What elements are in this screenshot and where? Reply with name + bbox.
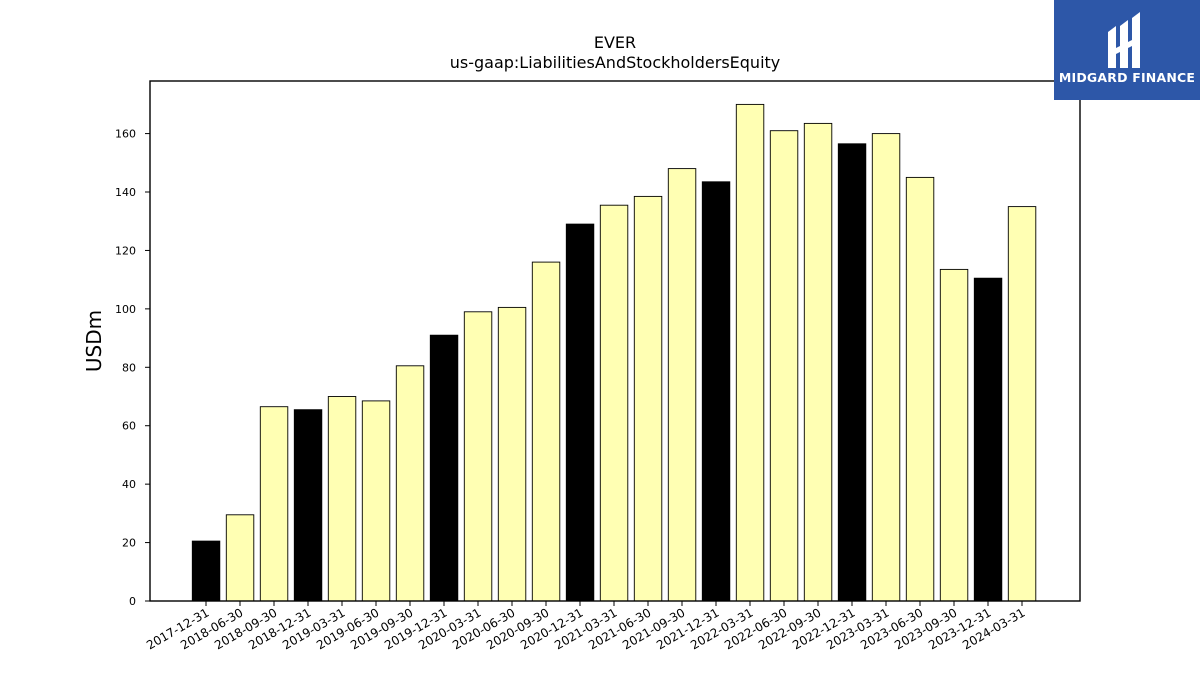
y-tick-label: 60 bbox=[122, 420, 136, 433]
bars-group bbox=[191, 103, 1037, 602]
bar-2022-06-30 bbox=[769, 130, 799, 602]
bar-2021-12-31 bbox=[701, 181, 731, 602]
bar-2023-09-30 bbox=[939, 268, 969, 602]
bar-2020-06-30 bbox=[497, 306, 527, 602]
plot-frame bbox=[149, 80, 1081, 602]
y-tick-label: 120 bbox=[115, 244, 136, 257]
bar-2021-03-31 bbox=[599, 204, 629, 602]
bar-2020-03-31 bbox=[463, 311, 493, 602]
bar-2023-06-30 bbox=[905, 176, 935, 602]
y-tick-label: 20 bbox=[122, 537, 136, 550]
bar-2021-06-30 bbox=[633, 195, 663, 602]
bar-2020-09-30 bbox=[531, 261, 561, 602]
bar-2020-12-31 bbox=[565, 223, 595, 602]
bar-2023-12-31 bbox=[973, 277, 1003, 602]
chart-title: EVER bbox=[594, 33, 636, 52]
y-tick-label: 140 bbox=[115, 186, 136, 199]
y-tick-label: 40 bbox=[122, 478, 136, 491]
bar-2024-03-31 bbox=[1007, 206, 1037, 602]
y-axis: 0 20 40 60 80 100 120 140 160 bbox=[115, 128, 150, 608]
y-axis-label: USDm bbox=[82, 310, 106, 372]
brand-name: MIDGARD FINANCE bbox=[1058, 70, 1196, 85]
bar-2018-09-30 bbox=[259, 406, 289, 602]
midgard-logo-icon bbox=[1108, 12, 1140, 68]
bar-2019-06-30 bbox=[361, 400, 391, 602]
y-tick-label: 80 bbox=[122, 361, 136, 374]
x-axis: 2017-12-312018-06-302018-09-302018-12-31… bbox=[144, 601, 1028, 652]
bar-2022-09-30 bbox=[803, 122, 833, 602]
bar-2018-12-31 bbox=[293, 409, 323, 602]
y-tick-label: 100 bbox=[115, 303, 136, 316]
bar-2019-12-31 bbox=[429, 334, 459, 602]
bar-2018-06-30 bbox=[225, 514, 255, 602]
y-tick-label: 160 bbox=[115, 128, 136, 141]
y-tick-label: 0 bbox=[129, 595, 136, 608]
bar-2022-03-31 bbox=[735, 103, 765, 602]
bar-2019-03-31 bbox=[327, 396, 357, 602]
bar-2017-12-31 bbox=[191, 540, 221, 602]
bar-2022-12-31 bbox=[837, 143, 867, 602]
brand-logo: MIDGARD FINANCE bbox=[1054, 0, 1200, 100]
bar-2023-03-31 bbox=[871, 133, 901, 602]
bar-2019-09-30 bbox=[395, 365, 425, 602]
chart-subtitle: us-gaap:LiabilitiesAndStockholdersEquity bbox=[450, 53, 781, 72]
bar-2021-09-30 bbox=[667, 168, 697, 602]
